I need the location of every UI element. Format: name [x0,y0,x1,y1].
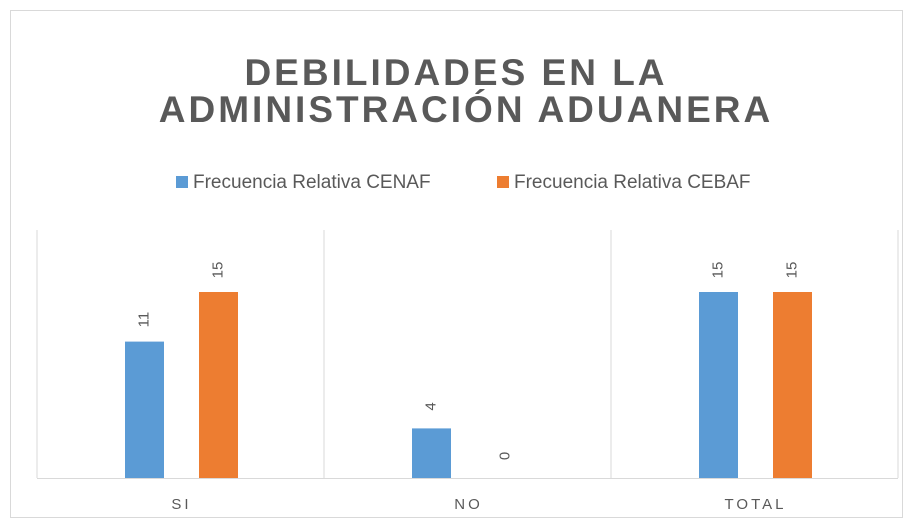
bar [699,292,738,478]
data-label: 4 [422,402,439,410]
x-tick-label: SI [171,496,191,513]
legend-swatch [176,176,188,188]
legend-label: Frecuencia Relativa CEBAF [514,172,751,193]
x-tick-label: NO [454,496,483,513]
data-label: 15 [209,262,226,279]
x-tick-label: TOTAL [725,496,787,513]
bar [773,292,812,478]
chart-title: DEBILIDADES EN LA [244,52,667,93]
data-label: 11 [135,312,152,328]
data-label: 0 [496,452,513,460]
chart-title: ADMINISTRACIÓN ADUANERA [159,88,773,130]
data-label: 15 [783,262,800,279]
bar [199,292,238,478]
legend-swatch [497,176,509,188]
legend-label: Frecuencia Relativa CENAF [193,172,431,193]
bar [412,428,451,478]
data-label: 15 [709,262,726,279]
bar [125,341,164,478]
